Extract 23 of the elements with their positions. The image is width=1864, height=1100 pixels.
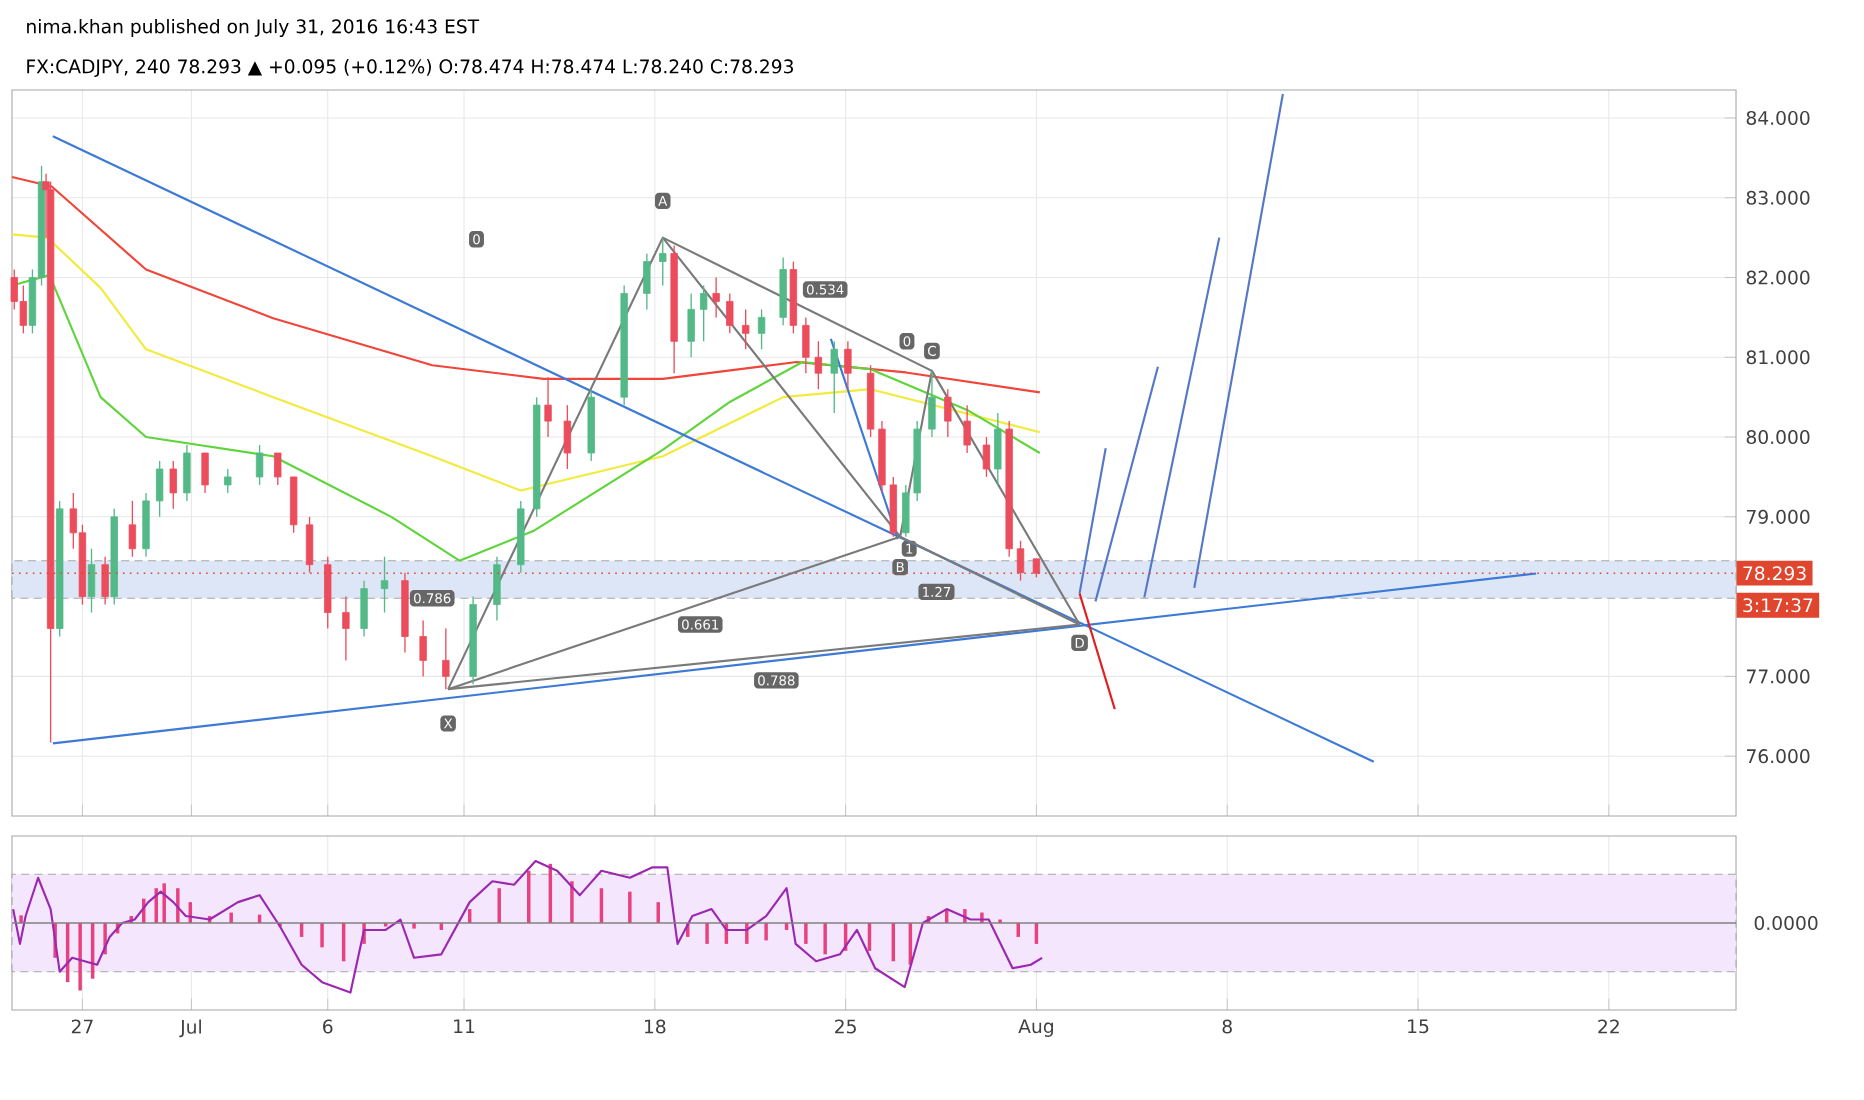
- x-tick-label: 6: [323, 1019, 333, 1034]
- y-tick-label: 80.000: [1746, 430, 1810, 445]
- y-tick-label: 81.000: [1746, 350, 1810, 365]
- x-tick-label: 22: [1598, 1019, 1619, 1034]
- chart-subtitle: nima.khan published on July 31, 2016 16:43 EST: [27, 18, 480, 38]
- chart-title: FX:CADJPY, 240 78.293 ▲ +0.095 (+0.12%) O:78.474 H:78.474 L:78.240 C:78.293: [27, 59, 793, 77]
- x-tick-label: 11: [454, 1019, 475, 1034]
- y-tick-label: 76.000: [1746, 749, 1810, 764]
- y-tick-label: 77.000: [1746, 669, 1810, 684]
- ref-line-label: 0.0000: [1754, 915, 1818, 931]
- x-tick-label: 15: [1408, 1019, 1429, 1034]
- text: 3:17:37: [1743, 598, 1813, 613]
- x-tick-label: Aug: [1018, 1019, 1053, 1037]
- x-tick-label: Jul: [179, 1019, 201, 1038]
- x-tick-label: 27: [71, 1019, 93, 1034]
- y-tick-label: 82.000: [1746, 270, 1810, 285]
- y-tick-label: 83.000: [1746, 190, 1810, 205]
- y-tick-label: 79.000: [1746, 509, 1810, 524]
- x-tick-label: 8: [1222, 1019, 1232, 1034]
- x-tick-label: 25: [835, 1019, 856, 1034]
- x-tick-label: 18: [644, 1019, 666, 1034]
- ref-line-label: 78.293: [1743, 566, 1806, 581]
- y-tick-label: 84.000: [1746, 110, 1810, 125]
